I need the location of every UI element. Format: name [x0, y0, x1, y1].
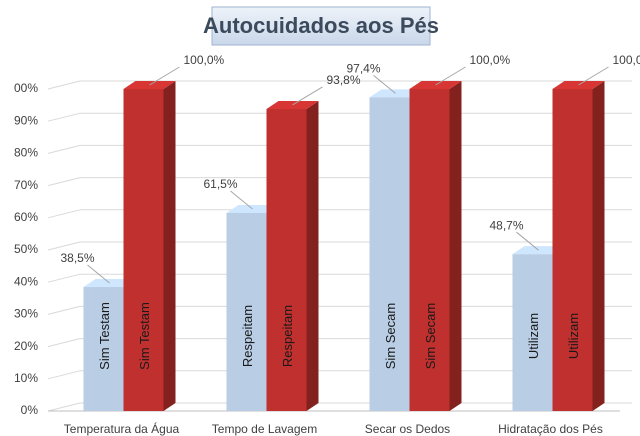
x-tick-label: Tempo de Lavagem — [212, 422, 317, 436]
bar — [552, 89, 593, 411]
y-tick-label: 20% — [14, 339, 38, 353]
grid-line — [47, 241, 81, 251]
leader-line — [292, 86, 323, 106]
grid-line — [47, 338, 81, 348]
grid-line — [47, 80, 81, 90]
value-label: 100,0% — [184, 53, 225, 67]
leader-line — [578, 66, 609, 86]
leader-line — [435, 66, 466, 86]
bar-side — [592, 81, 605, 411]
grid-line — [47, 144, 81, 154]
bar-label: Respeitam — [280, 305, 295, 367]
bar — [369, 97, 410, 411]
y-tick-label: 60% — [14, 210, 38, 224]
value-label: 100,0% — [613, 53, 640, 67]
leader-line — [87, 264, 110, 284]
grid-line — [47, 112, 81, 122]
grid-line — [47, 402, 81, 412]
leader-line — [149, 66, 180, 86]
bar-label: Utilizam — [526, 313, 541, 359]
leader-line — [373, 74, 396, 94]
bar-label: Sim Secam — [383, 303, 398, 369]
y-tick-label: 0% — [21, 403, 39, 417]
x-tick-label: Hidratação dos Pés — [498, 422, 603, 436]
bar-label: Sim Testam — [137, 302, 152, 370]
bar — [266, 108, 307, 412]
bar-side — [163, 81, 176, 411]
bar-side — [449, 81, 462, 411]
bar-label: Respeitam — [240, 305, 255, 367]
value-label: 100,0% — [470, 53, 511, 67]
leader-line — [230, 190, 253, 210]
title-box — [211, 6, 431, 46]
y-tick-label: 30% — [14, 307, 38, 321]
bar-label: Sim Secam — [423, 303, 438, 369]
grid-line — [47, 209, 81, 219]
bar — [409, 89, 450, 411]
bar — [226, 212, 267, 411]
value-label: 61,5% — [203, 177, 237, 191]
grid-line — [47, 177, 81, 187]
value-label: 97,4% — [346, 62, 380, 76]
bar-label: Sim Testam — [97, 302, 112, 370]
x-tick-label: Secar os Dedos — [365, 422, 450, 436]
y-tick-label: 50% — [14, 242, 38, 256]
grid-line — [47, 305, 81, 315]
bar — [83, 287, 124, 411]
chart-title: Autocuidados aos Pés — [203, 13, 439, 38]
y-tick-label: 40% — [14, 274, 38, 288]
y-tick-label: 10% — [14, 371, 38, 385]
bar-side — [306, 100, 319, 412]
y-tick-label: 00% — [14, 81, 38, 95]
y-tick-label: 90% — [14, 113, 38, 127]
bar — [123, 89, 164, 411]
bar-label: Utilizam — [566, 313, 581, 359]
grid-line — [47, 273, 81, 283]
value-label: 93,8% — [327, 73, 361, 87]
value-label: 38,5% — [60, 251, 94, 265]
leader-line — [516, 231, 539, 251]
y-tick-label: 80% — [14, 146, 38, 160]
y-tick-label: 70% — [14, 178, 38, 192]
bar — [512, 254, 553, 411]
value-label: 48,7% — [489, 218, 523, 232]
x-tick-label: Temperatura da Água — [64, 421, 180, 436]
grid-line — [47, 370, 81, 380]
